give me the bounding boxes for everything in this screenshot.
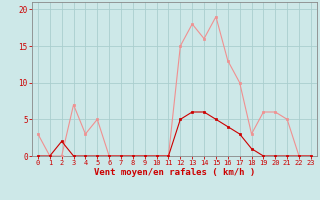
X-axis label: Vent moyen/en rafales ( km/h ): Vent moyen/en rafales ( km/h )	[94, 168, 255, 177]
